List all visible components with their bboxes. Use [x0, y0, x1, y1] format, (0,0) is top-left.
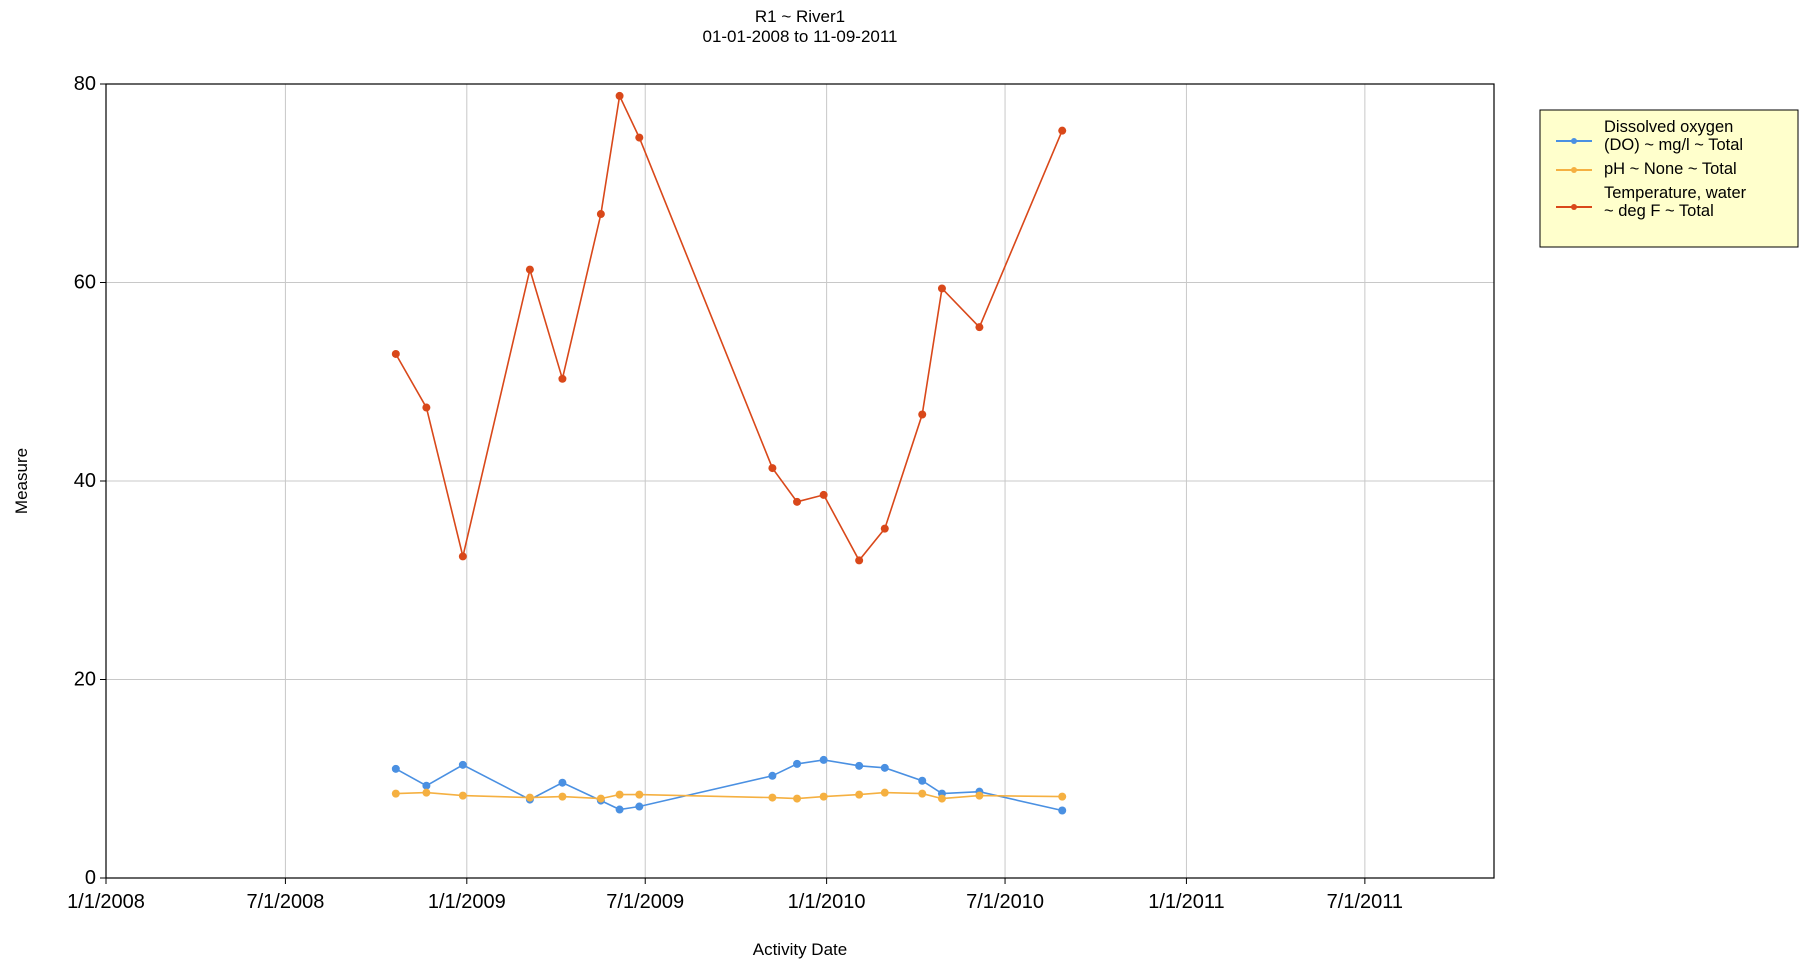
y-tick-label: 20	[74, 669, 96, 691]
plot-frame	[105, 83, 1495, 879]
data-point	[596, 794, 605, 803]
x-tick-label: 1/1/2008	[67, 891, 145, 913]
chart-title: R1 ~ River1	[755, 7, 845, 26]
data-point	[918, 410, 927, 419]
x-tick-label: 7/1/2011	[1327, 891, 1403, 913]
data-point	[422, 403, 431, 412]
data-point	[615, 790, 624, 799]
data-point	[525, 793, 534, 802]
legend-label: (DO) ~ mg/l ~ Total	[1604, 136, 1743, 154]
data-point	[635, 802, 644, 811]
chart-subtitle: 01-01-2008 to 11-09-2011	[702, 27, 897, 46]
legend-marker	[1571, 204, 1577, 210]
legend-label: ~ deg F ~ Total	[1604, 202, 1714, 220]
data-point	[819, 490, 828, 499]
data-point	[596, 210, 605, 219]
data-point	[918, 776, 927, 785]
data-point	[458, 552, 467, 561]
legend-label: pH ~ None ~ Total	[1604, 160, 1737, 178]
data-point	[880, 788, 889, 797]
data-point	[558, 792, 567, 801]
legend-marker	[1571, 167, 1577, 173]
data-point	[918, 789, 927, 798]
data-point	[880, 524, 889, 533]
x-axis-title: Activity Date	[753, 940, 847, 959]
data-point	[819, 755, 828, 764]
data-point	[793, 794, 802, 803]
data-point	[1058, 792, 1067, 801]
legend-label: Temperature, water	[1604, 184, 1747, 202]
y-axis-title: Measure	[12, 448, 31, 514]
legend-box	[1539, 109, 1799, 248]
x-tick-label: 1/1/2009	[428, 891, 506, 913]
series-lines	[391, 91, 1067, 815]
data-point	[1058, 126, 1067, 135]
legend-label: Dissolved oxygen	[1604, 118, 1733, 136]
data-point	[855, 790, 864, 799]
data-point	[937, 794, 946, 803]
data-point	[855, 761, 864, 770]
data-point	[391, 764, 400, 773]
data-point	[458, 760, 467, 769]
data-point	[635, 790, 644, 799]
data-point	[615, 91, 624, 100]
data-point	[391, 349, 400, 358]
data-point	[1058, 806, 1067, 815]
x-tick-label: 7/1/2009	[606, 891, 684, 913]
x-tick-label: 7/1/2008	[246, 891, 324, 913]
data-point	[635, 133, 644, 142]
data-point	[793, 497, 802, 506]
x-tick-label: 1/1/2010	[788, 891, 866, 913]
data-point	[615, 805, 624, 814]
x-tick-label: 7/1/2010	[966, 891, 1044, 913]
gridlines	[106, 84, 1494, 878]
data-point	[855, 556, 864, 565]
axes: 1/1/2008 7/1/2008 1/1/2009 7/1/2009 1/1/2010…	[67, 73, 1495, 913]
data-point	[422, 788, 431, 797]
data-point	[880, 763, 889, 772]
y-tick-label: 80	[74, 73, 96, 95]
data-point	[422, 781, 431, 790]
x-tick-label: 1/1/2011	[1148, 891, 1224, 913]
data-point	[558, 778, 567, 787]
data-point	[937, 284, 946, 293]
y-tick-label: 60	[74, 272, 96, 294]
data-point	[525, 265, 534, 274]
data-point	[768, 464, 777, 473]
data-point	[793, 759, 802, 768]
data-point	[458, 791, 467, 800]
data-point	[391, 789, 400, 798]
data-point	[819, 792, 828, 801]
data-point	[768, 771, 777, 780]
legend-marker	[1571, 138, 1577, 144]
data-point	[975, 323, 984, 332]
data-point	[558, 374, 567, 383]
y-tick-label: 0	[85, 867, 96, 889]
legend: Dissolved oxygen(DO) ~ mg/l ~ Total pH ~ …	[1539, 109, 1799, 248]
data-point	[768, 793, 777, 802]
data-point	[975, 791, 984, 800]
y-tick-label: 40	[74, 470, 96, 492]
